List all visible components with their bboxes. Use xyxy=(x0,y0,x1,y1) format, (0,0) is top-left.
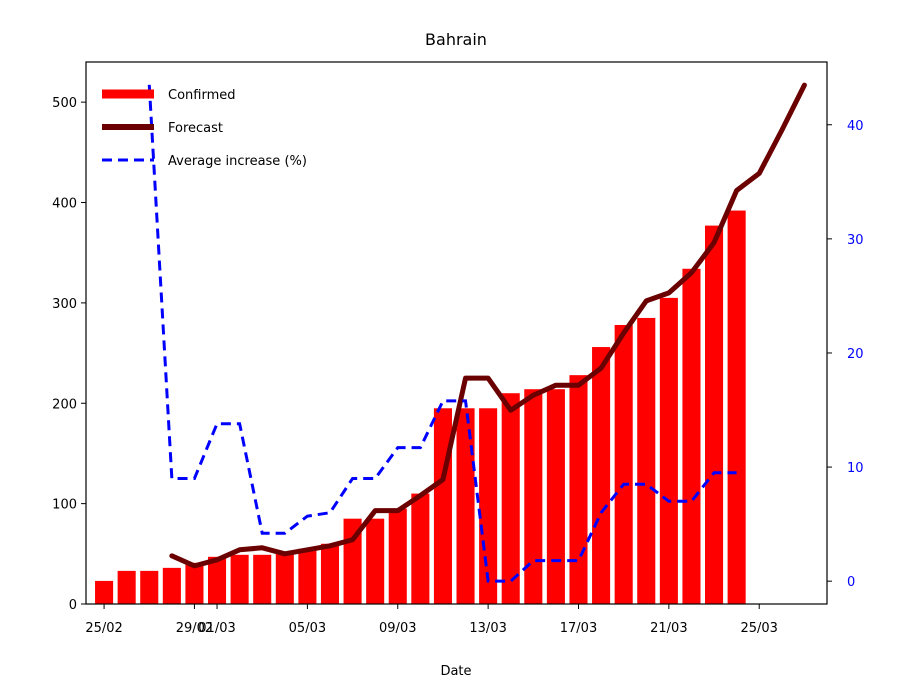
left-y-tick-label: 400 xyxy=(52,197,77,212)
legend-label-average: Average increase (%) xyxy=(168,154,307,169)
confirmed-bar xyxy=(659,297,678,604)
left-y-tick-label: 100 xyxy=(52,498,77,513)
confirmed-bar xyxy=(253,554,272,604)
right-y-tick-label: 30 xyxy=(847,233,864,248)
left-y-tick-label: 200 xyxy=(52,397,77,412)
average-increase-line xyxy=(147,84,737,583)
right-y-tick-label: 0 xyxy=(847,575,855,590)
confirmed-bar xyxy=(479,408,498,604)
confirmed-bar xyxy=(682,268,701,604)
confirmed-bar xyxy=(592,347,611,604)
right-y-tick-label: 20 xyxy=(847,347,864,362)
confirmed-bar xyxy=(320,543,340,604)
confirmed-bar xyxy=(705,225,724,604)
confirmed-bar xyxy=(524,389,543,604)
confirmed-bar xyxy=(230,554,249,604)
confirmed-bar xyxy=(207,556,227,604)
left-y-axis: 0 100 200 300 400 500 xyxy=(52,96,86,613)
x-tick-label: 05/03 xyxy=(289,621,326,636)
legend-label-forecast: Forecast xyxy=(168,121,223,136)
left-y-tick-label: 500 xyxy=(52,96,77,111)
legend-label-confirmed: Confirmed xyxy=(168,88,236,103)
confirmed-bar xyxy=(366,518,385,604)
confirmed-bar xyxy=(727,210,746,604)
x-tick-label: 13/03 xyxy=(469,621,506,636)
x-tick-label: 01/03 xyxy=(198,621,235,636)
x-tick-label: 29/02 xyxy=(176,621,213,636)
plot-frame xyxy=(85,61,828,605)
confirmed-bar xyxy=(569,375,588,604)
confirmed-bar xyxy=(433,408,452,604)
confirmed-bar xyxy=(501,393,520,604)
left-y-tick-label: 0 xyxy=(69,598,77,613)
x-tick-label: 09/03 xyxy=(379,621,416,636)
confirmed-bar xyxy=(95,580,114,604)
x-tick-label: 21/03 xyxy=(650,621,687,636)
confirmed-bar xyxy=(275,551,294,604)
confirmed-bar xyxy=(185,562,204,604)
x-axis-title: Date xyxy=(440,664,471,679)
forecast-line xyxy=(169,82,807,569)
chart-title: Bahrain xyxy=(425,30,487,49)
right-y-axis: 0 10 20 30 40 xyxy=(827,119,864,590)
confirmed-bar xyxy=(117,570,136,604)
confirmed-bar xyxy=(411,493,430,604)
x-tick-label: 25/03 xyxy=(740,621,777,636)
confirmed-bar xyxy=(140,570,159,604)
right-y-tick-label: 10 xyxy=(847,461,864,476)
left-y-tick-label: 300 xyxy=(52,297,77,312)
legend: Confirmed Forecast Average increase (%) xyxy=(102,88,307,169)
confirmed-bar xyxy=(456,408,475,604)
confirmed-bar xyxy=(546,389,565,604)
x-tick-label: 17/03 xyxy=(560,621,597,636)
confirmed-bar xyxy=(298,548,317,604)
x-tick-label: 25/02 xyxy=(85,621,122,636)
confirmed-bar xyxy=(388,508,407,604)
confirmed-bar xyxy=(637,317,656,604)
right-y-tick-label: 40 xyxy=(847,119,864,134)
confirmed-bar xyxy=(162,567,181,604)
confirmed-bar xyxy=(614,324,633,604)
series-lines xyxy=(147,82,807,583)
